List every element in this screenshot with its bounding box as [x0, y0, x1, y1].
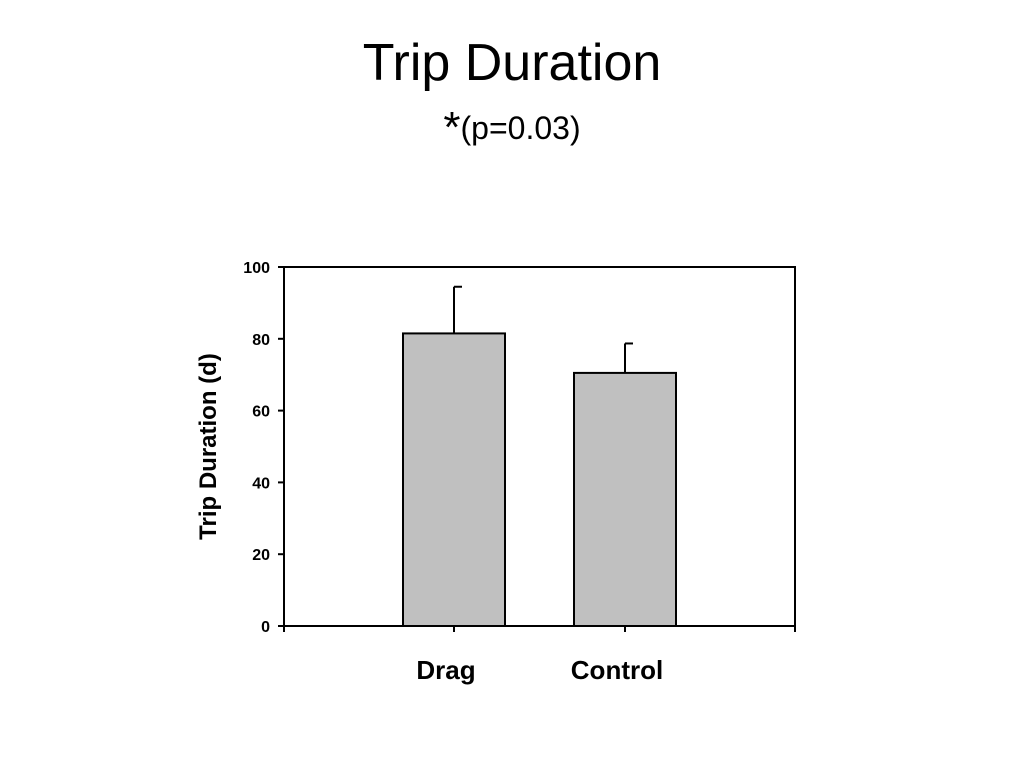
y-tick-label: 40: [252, 475, 270, 492]
bar-drag: [402, 332, 506, 627]
y-tick-label: 0: [261, 619, 270, 636]
bar-control: [573, 371, 677, 627]
x-tick-label-drag: Drag: [416, 655, 475, 685]
p-value-label: (p=0.03): [460, 110, 581, 146]
chart-title: Trip Duration: [362, 34, 662, 92]
y-tick-label: 100: [243, 260, 270, 277]
plot-frame: [283, 266, 796, 627]
y-tick-label: 20: [252, 547, 270, 564]
chart-subtitle: *(p=0.03): [0, 98, 1024, 165]
significance-asterisk: *: [443, 103, 461, 152]
y-tick-label: 60: [252, 404, 270, 421]
y-axis-label: Trip Duration (d): [195, 353, 222, 540]
y-tick-label: 80: [252, 332, 270, 349]
x-tick-label-control: Control: [571, 655, 663, 685]
